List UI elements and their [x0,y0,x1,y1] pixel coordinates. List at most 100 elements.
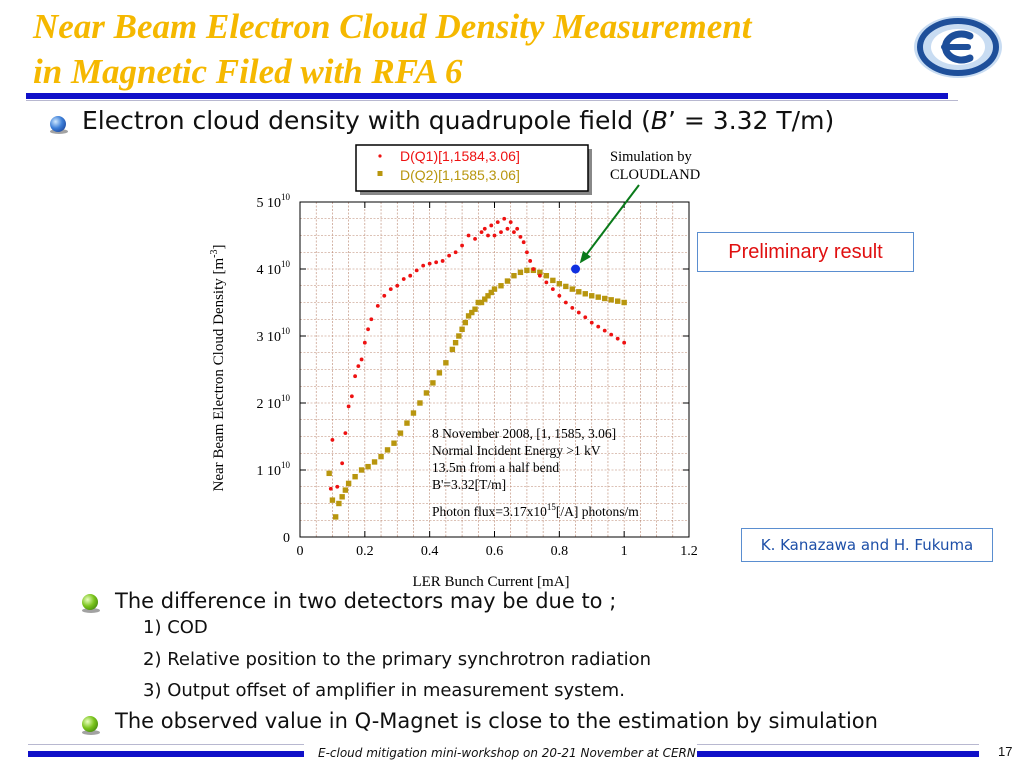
q1-point [508,220,513,224]
q2-point [462,319,469,326]
sub-item-cod: 1) COD [143,617,208,638]
q2-point [329,497,336,503]
chart-grid [300,202,689,537]
title-rule [26,93,948,99]
x-axis-label: LER Bunch Current [mA] [412,574,569,590]
bullet-ball-icon [82,594,98,610]
title-line-2: in Magnetic Filed with RFA 6 [33,52,463,91]
slide-title: Near Beam Electron Cloud Density Measure… [33,4,913,94]
q1-point [395,283,400,288]
y-tick-label: 3 1010 [257,326,291,345]
photon-base: Photon flux=3.17x10 [432,504,547,519]
q2-point [384,447,391,453]
footer-text: E-cloud mitigation mini-workshop on 20-2… [318,746,696,760]
sub-item-offset: 3) Output offset of amplifier in measure… [143,680,625,701]
q1-point [502,216,507,221]
photon-end: [/A] photons/m [556,504,639,519]
q1-point [492,233,497,238]
q1-point [362,340,367,345]
y-tick-label: 0 [283,531,290,546]
photon-sup: 15 [547,502,557,512]
q2-point [608,297,614,303]
annotation-line-2: Normal Incident Energy >1 kV [432,443,601,458]
title-rule-thin [26,100,958,101]
simulation-arrowhead [579,250,591,264]
page-number: 17 [998,744,1013,759]
q1-point [512,230,516,235]
q2-point [472,306,478,312]
bullet-shadow [82,730,100,735]
q1-point [576,310,581,315]
axis-ticks [299,201,690,538]
q1-point [447,253,452,258]
data-series [326,216,627,520]
q2-point [498,283,504,289]
q1-point [499,230,503,235]
q1-point [486,233,490,238]
q2-point [410,410,417,416]
annotation-photon: Photon flux=3.17x1015[/A] photons/m [432,502,639,519]
q2-point [423,390,430,396]
q1-point [479,230,484,235]
q1-point [359,357,364,362]
title-line-1: Near Beam Electron Cloud Density Measure… [33,7,752,46]
q2-point [430,380,436,386]
q1-point [401,277,406,281]
q1-point [421,263,426,268]
bullet-ball-icon [50,116,66,132]
q2-point [556,281,563,287]
q1-point [544,280,549,285]
q1-point [589,320,594,325]
q2-point [371,459,378,465]
q1-point [460,243,464,248]
legend-q1-label: D(Q1)[1,1584,3.06] [400,148,520,164]
q2-point [589,293,595,299]
q2-point [582,291,588,297]
q2-point [550,277,556,284]
q2-point [443,360,449,366]
q2-point [504,278,511,284]
q2-point [452,340,459,346]
q2-point [449,346,456,353]
q2-point [345,480,352,487]
x-tick-label: 0.6 [486,544,504,559]
q1-point [473,236,477,241]
q2-point [417,400,423,406]
q1-point [583,315,588,320]
simulation-label-2: CLOUDLAND [610,167,700,183]
q1-point [427,261,432,266]
q1-point [414,268,419,273]
q1-point [343,431,348,436]
q2-point [491,286,498,292]
q1-point [550,287,555,291]
q2-point [602,295,608,302]
subtitle: Electron cloud density with quadrupole f… [82,106,834,135]
q1-point [369,317,374,322]
q1-point [521,240,526,245]
q1-point [495,220,500,224]
x-tick-label: 1 [621,544,628,559]
q1-point [330,437,335,442]
q2-point [365,463,371,470]
q1-point [356,364,361,369]
q2-point [595,294,601,300]
q2-point [336,500,342,507]
q1-point [382,293,387,298]
q2-point [339,494,345,500]
x-tick-label: 1.2 [680,544,698,559]
simulation-label-1: Simulation by [610,149,693,165]
legend-q2-marker [377,171,383,176]
q2-point [465,313,472,319]
q1-point [366,327,370,332]
q1-point [335,484,340,489]
y-axis-label-sup: -3 [209,249,220,257]
q2-point [475,299,481,306]
annotation-line-1: 8 November 2008, [1, 1585, 3.06] [432,426,616,441]
subtitle-var: B [650,106,668,135]
x-tick-label: 0.2 [356,544,374,559]
y-tick-label: 5 1010 [257,192,291,211]
q2-point [524,267,530,274]
simulation-arrow [583,184,640,258]
q1-point [557,293,562,298]
q2-point [378,453,384,460]
